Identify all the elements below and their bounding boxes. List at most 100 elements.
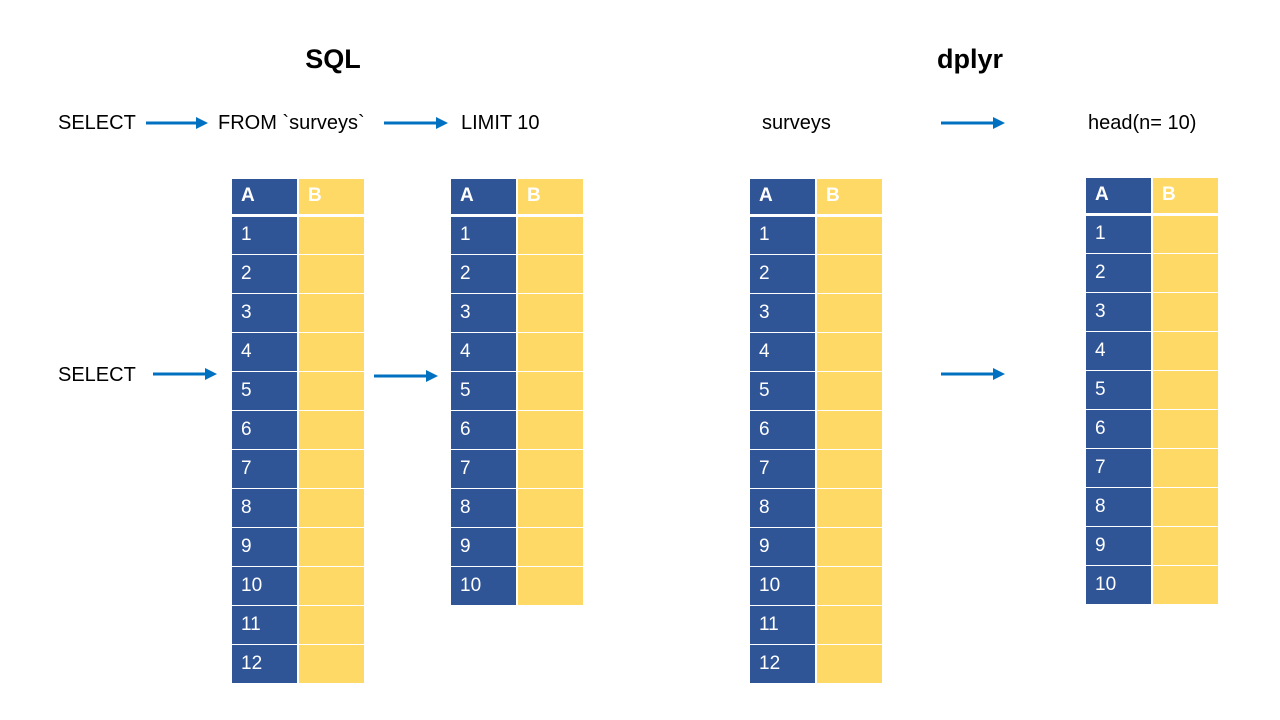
column-b-cell [816,449,882,489]
column-a-cell: 7 [1086,448,1153,488]
column-a-cell: 2 [1086,253,1153,293]
column-a-cell: 3 [1086,292,1153,332]
column-b-cell [816,527,882,567]
column-b-cell [816,488,882,528]
column-a-header: A [750,179,817,217]
dplyr-source-table: A B 1 2 3 4 5 6 7 8 9 10 11 12 [750,179,882,684]
column-a-cell: 6 [1086,409,1153,449]
column-a-cell: 6 [750,410,817,450]
table-row: 3 [451,293,583,333]
table-row: 9 [1086,526,1218,566]
column-a-cell: 6 [451,410,518,450]
table-row: 9 [232,527,364,567]
table-row: 5 [232,371,364,411]
arrow-right-icon [153,368,217,380]
column-a-cell: 3 [451,293,518,333]
table-row: 12 [750,644,882,684]
table-row: 9 [750,527,882,567]
arrow-right-icon [941,368,1005,380]
column-b-cell [1152,565,1218,605]
column-b-cell [298,449,364,489]
table-row: 5 [1086,370,1218,410]
column-b-cell [517,527,583,567]
table-row: 1 [232,215,364,255]
table-row: 8 [750,488,882,528]
column-a-cell: 8 [750,488,817,528]
column-b-cell [1152,526,1218,566]
column-b-cell [298,410,364,450]
sql-side-select-label: SELECT [58,364,136,386]
column-a-cell: 9 [232,527,299,567]
table-row: 7 [232,449,364,489]
column-a-cell: 7 [232,449,299,489]
table-row: 5 [750,371,882,411]
column-b-cell [298,254,364,294]
table-row: 4 [1086,331,1218,371]
arrow-right-icon [941,117,1005,129]
column-a-cell: 7 [451,449,518,489]
column-b-header: B [1152,178,1218,216]
column-a-cell: 12 [750,644,817,684]
column-a-cell: 10 [750,566,817,606]
column-b-cell [1152,448,1218,488]
column-b-cell [816,644,882,684]
dplyr-title: dplyr [936,44,1003,74]
column-a-cell: 2 [750,254,817,294]
table-row: 8 [1086,487,1218,527]
column-a-cell: 11 [750,605,817,645]
column-a-cell: 2 [451,254,518,294]
sql-from-label: FROM `surveys` [218,112,365,134]
table-row: 12 [232,644,364,684]
table-row: 7 [451,449,583,489]
table-row: 3 [232,293,364,333]
table-row: 8 [232,488,364,528]
sql-limit-label: LIMIT 10 [461,112,540,134]
column-b-cell [1152,292,1218,332]
column-a-cell: 12 [232,644,299,684]
table-row: 9 [451,527,583,567]
column-b-cell [298,527,364,567]
column-b-cell [298,566,364,606]
column-a-cell: 3 [232,293,299,333]
column-a-cell: 10 [1086,565,1153,605]
column-a-cell: 3 [750,293,817,333]
column-a-cell: 4 [232,332,299,372]
column-a-header: A [232,179,299,217]
column-a-cell: 5 [451,371,518,411]
table-row: 6 [232,410,364,450]
column-b-cell [298,293,364,333]
table-row: 10 [232,566,364,606]
column-b-cell [1152,487,1218,527]
column-b-cell [298,488,364,528]
column-b-cell [816,293,882,333]
table-row: 1 [750,215,882,255]
column-b-cell [816,605,882,645]
table-row: 4 [232,332,364,372]
column-a-cell: 8 [451,488,518,528]
arrow-right-icon [146,117,208,129]
column-b-cell [298,371,364,411]
column-b-cell [298,644,364,684]
column-a-cell: 4 [750,332,817,372]
column-b-cell [816,410,882,450]
column-b-cell [816,254,882,294]
arrow-right-icon [384,117,448,129]
column-a-cell: 4 [1086,331,1153,371]
table-row: 6 [1086,409,1218,449]
column-a-cell: 8 [1086,487,1153,527]
column-b-cell [1152,214,1218,254]
table-row: 2 [750,254,882,294]
column-a-cell: 1 [750,215,817,255]
column-a-cell: 9 [451,527,518,567]
sql-source-table: A B 1 2 3 4 5 6 7 8 9 10 11 12 [232,179,364,684]
column-a-cell: 1 [232,215,299,255]
table-row: 2 [232,254,364,294]
column-b-cell [816,371,882,411]
table-row: 10 [1086,565,1218,605]
column-b-header: B [298,179,364,217]
column-b-cell [517,410,583,450]
